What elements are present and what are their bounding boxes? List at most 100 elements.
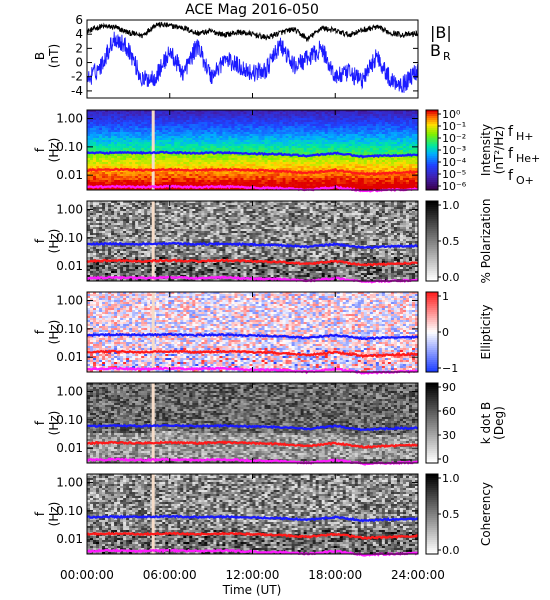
heatmap-cell [408,150,413,153]
heatmap-cell [225,150,229,153]
heatmap-cell [330,112,335,115]
heatmap-cell [345,176,350,179]
heatmap-cell [270,124,274,127]
heatmap-cell [288,150,292,153]
heatmap-cell [207,154,211,157]
heatmap-cell [291,124,295,127]
heatmap-cell [192,112,196,115]
heatmap-cell [231,146,235,149]
heatmap-cell [282,120,286,123]
heatmap-cell [207,188,211,191]
heatmap-cell [198,124,202,127]
heatmap-cell [174,182,178,185]
heatmap-cell [231,126,235,129]
heatmap-cell [96,209,100,212]
heatmap-cell [96,146,100,149]
heatmap-cell [327,180,332,183]
heatmap-cell [105,136,109,139]
heatmap-cell [378,130,383,133]
heatmap-cell [399,180,404,183]
heatmap-cell [297,148,301,151]
heatmap-cell [108,128,112,131]
heatmap-cell [210,164,214,167]
heatmap-cell [162,132,166,135]
heatmap-cell [357,128,362,131]
heatmap-cell [93,188,97,191]
heatmap-cell [216,120,220,123]
heatmap-cell [252,180,256,183]
heatmap-cell [162,116,166,119]
heatmap-cell [354,186,359,189]
heatmap-cell [333,164,338,167]
heatmap-cell [159,132,163,135]
heatmap-cell [393,110,398,113]
heatmap-cell [342,140,347,143]
heatmap-cell [210,142,214,145]
heatmap-cell [411,160,416,163]
heatmap-cell [399,174,404,177]
heatmap-cell [411,118,416,121]
heatmap-cell [123,174,127,177]
heatmap-cell [183,138,187,141]
heatmap-cell [219,140,223,143]
heatmap-cell [357,142,362,145]
heatmap-cell [108,132,112,135]
heatmap-cell [105,130,109,133]
heatmap-cell [390,138,395,141]
heatmap-cell [93,150,97,153]
heatmap-cell [243,118,247,121]
heatmap-cell [87,257,91,260]
heatmap-cell [216,160,220,163]
heatmap-cell [357,166,362,169]
heatmap-cell [219,162,223,165]
heatmap-cell [261,116,265,119]
heatmap-cell [177,116,181,119]
heatmap-cell [246,136,250,139]
heatmap-cell [198,166,202,169]
heatmap-cell [132,126,136,129]
heatmap-cell [354,138,359,141]
heatmap-cell [315,158,319,161]
heatmap-cell [273,118,277,121]
heatmap-cell [414,118,419,121]
heatmap-cell [99,178,103,181]
heatmap-cell [267,148,271,151]
heatmap-cell [351,150,356,153]
heatmap-cell [99,241,103,244]
heatmap-cell [171,160,175,163]
heatmap-cell [228,178,232,181]
heatmap-cell [210,118,214,121]
heatmap-cell [279,134,283,137]
heatmap-cell [147,134,151,137]
heatmap-cell [192,150,196,153]
heatmap-cell [132,110,136,113]
heatmap-cell [351,114,356,117]
heatmap-cell [384,138,389,141]
heatmap-cell [105,221,109,224]
heatmap-cell [291,128,295,131]
heatmap-cell [159,188,163,191]
heatmap-cell [270,138,274,141]
heatmap-cell [243,140,247,143]
heatmap-cell [360,116,365,119]
heatmap-cell [324,120,329,123]
heatmap-cell [258,130,262,133]
heatmap-cell [120,122,124,125]
colorbar-cell [426,112,438,115]
heatmap-cell [258,116,262,119]
heatmap-cell [366,158,371,161]
heatmap-cell [201,164,205,167]
heatmap-cell [90,211,94,214]
heatmap-cell [324,180,329,183]
heatmap-cell [387,180,392,183]
heatmap-cell [96,235,100,238]
heatmap-cell [372,148,377,151]
heatmap-cell [366,116,371,119]
heatmap-cell [195,110,199,113]
heatmap-cell [297,118,301,121]
heatmap-cell [108,249,112,252]
heatmap-cell [105,150,109,153]
colorbar-cell [426,184,438,187]
heatmap-cell [189,114,193,117]
legend-f-he-: f [508,146,514,162]
